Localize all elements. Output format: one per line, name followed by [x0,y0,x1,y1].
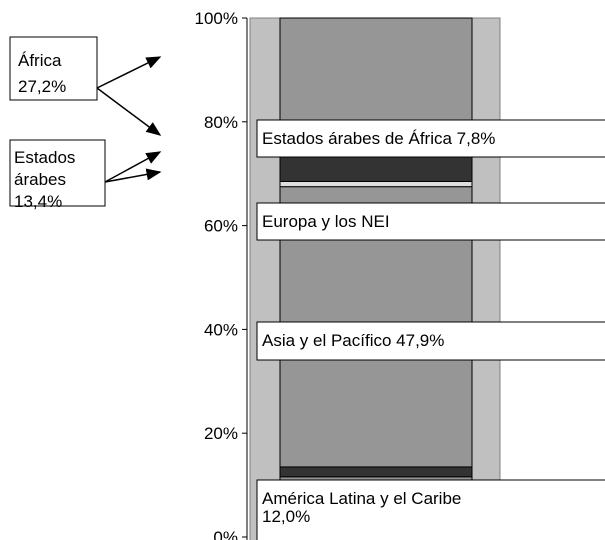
box-label: 13,4% [14,192,62,211]
y-tick-label: 60% [204,217,238,236]
label-box [256,321,605,361]
bar-segment [279,155,473,182]
segment-label: América Latina y el Caribe [262,489,461,508]
box-label: Estados [14,148,75,167]
y-tick-label: 0% [213,528,238,540]
arrow [96,56,162,89]
box-label: 27,2% [18,77,66,96]
segment-label: Europa y los NEI [262,212,390,231]
arrow [96,87,162,136]
y-tick-label: 80% [204,113,238,132]
label-box [256,202,605,241]
segment-label: Asia y el Pacífico 47,9% [262,331,444,350]
arrow [104,151,162,183]
arrow [104,168,162,183]
box-label: África [18,51,62,70]
bar-segment [279,180,473,188]
y-tick-label: 40% [204,320,238,339]
segment-label: 12,0% [262,507,310,526]
segment-label: Estados árabes de África 7,8% [262,129,495,148]
y-tick-label: 20% [204,424,238,443]
bar-segment [279,466,473,478]
box-label: árabes [14,170,66,189]
label-box [256,119,605,158]
y-tick-label: 100% [195,9,238,28]
label-box [256,479,605,540]
box [9,36,98,101]
box [9,139,106,207]
